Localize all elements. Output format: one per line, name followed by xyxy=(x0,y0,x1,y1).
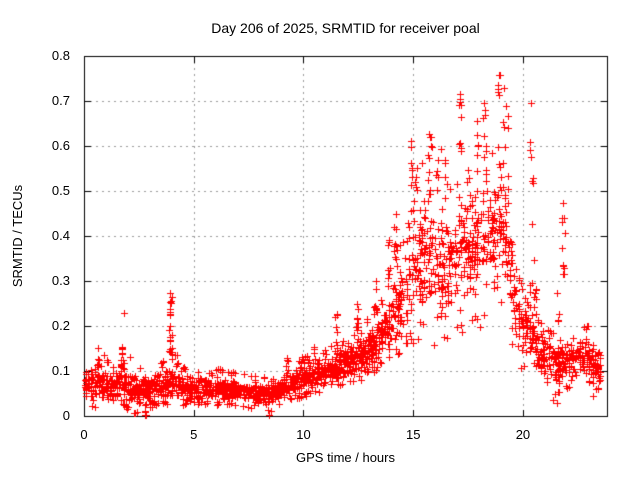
x-axis-label: GPS time / hours xyxy=(296,450,395,465)
y-tick-label: 0.6 xyxy=(51,138,70,153)
chart-title: Day 206 of 2025, SRMTID for receiver poa… xyxy=(211,20,480,36)
y-tick-label: 0.5 xyxy=(51,183,70,198)
x-tick-label: 15 xyxy=(405,427,421,442)
y-tick-label: 0 xyxy=(62,408,70,423)
y-tick-label: 0.3 xyxy=(51,273,70,288)
y-tick-label: 0.2 xyxy=(51,318,70,333)
y-tick-label: 0.7 xyxy=(51,93,70,108)
x-tick-label: 20 xyxy=(515,427,531,442)
x-tick-label: 5 xyxy=(190,427,198,442)
x-tick-label: 10 xyxy=(296,427,311,442)
y-tick-label: 0.1 xyxy=(51,363,70,378)
y-tick-label: 0.4 xyxy=(51,228,70,243)
y-tick-label: 0.8 xyxy=(51,48,70,63)
x-tick-label: 0 xyxy=(80,427,88,442)
